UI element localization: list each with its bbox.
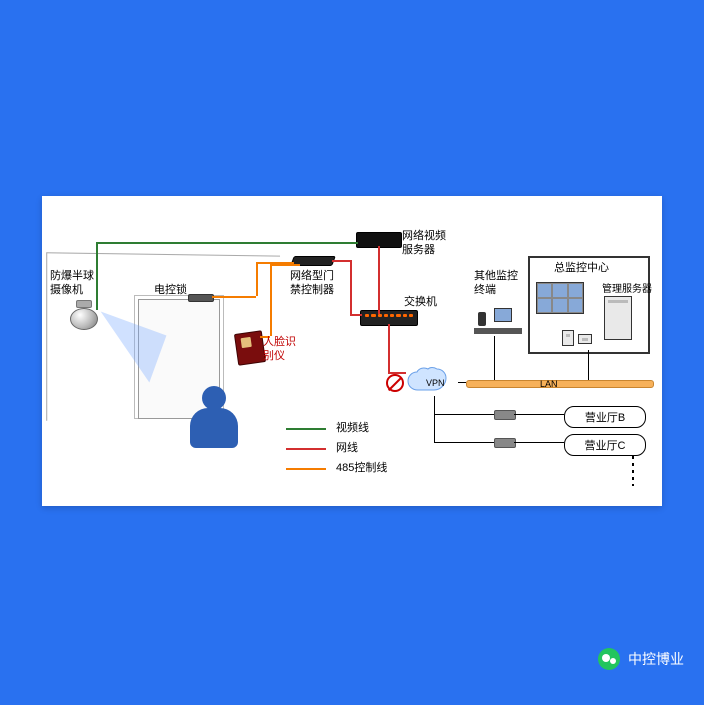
label-vpn: VPN [426, 378, 445, 389]
edge-switch-cloud-h1 [388, 372, 406, 374]
edge-gateway-lock-h2 [212, 296, 256, 298]
legend-line-2 [286, 468, 326, 470]
network-diagram: 营业厅B 营业厅C 防爆半球 摄像机电控锁 网络型门 禁控制器 网络视频 服务器交换机 其… [42, 196, 662, 506]
router-c-icon [494, 438, 516, 448]
edge-router_c-hall_c-h0 [514, 442, 564, 443]
label-terminal: 其他监控 终端 [474, 270, 518, 298]
management-server-icon [604, 296, 632, 340]
no-entry-icon [386, 374, 404, 392]
edge-router_b-hall_b-h0 [514, 414, 564, 415]
legend-label-1: 网线 [336, 442, 358, 456]
page-root: 营业厅B 营业厅C 防爆半球 摄像机电控锁 网络型门 禁控制器 网络视频 服务器交换机 其… [0, 0, 704, 705]
edge-lan_bar-terminal-v0 [494, 336, 495, 380]
camera-mount [76, 300, 92, 308]
lan-bus [466, 380, 654, 388]
continuation-dots [632, 456, 634, 486]
edge-cloud-router_b-v0 [434, 396, 435, 414]
footer-brand: 中控博业 [628, 649, 684, 669]
edge-gateway-switch-h2 [350, 314, 362, 316]
edge-camera-nvr-v0 [96, 242, 98, 310]
label-face: 人脸识 别仪 [263, 336, 296, 364]
label-camera: 防爆半球 摄像机 [50, 270, 94, 298]
server-small2-icon [578, 334, 592, 344]
diagram-card: 营业厅B 营业厅C 防爆半球 摄像机电控锁 网络型门 禁控制器 网络视频 服务器交换机 其… [42, 196, 662, 506]
person-icon [190, 386, 238, 450]
server-small-icon [562, 330, 574, 346]
video-wall-icon [536, 282, 584, 314]
edge-cloud-router_c-v0 [434, 414, 435, 442]
hall-b-box: 营业厅B [564, 406, 646, 428]
hall-c-box: 营业厅C [564, 434, 646, 456]
edge-camera-nvr-h1 [96, 242, 358, 244]
edge-gateway-lock-v1 [256, 262, 258, 296]
label-ctrl_center: 总监控中心 [554, 262, 609, 276]
legend-line-1 [286, 448, 326, 450]
edge-cloud-lan_bar-h0 [458, 382, 466, 383]
edge-gateway-switch-h0 [332, 260, 350, 262]
edge-switch-cloud-v0 [388, 324, 390, 372]
legend-label-2: 485控制线 [336, 462, 387, 476]
edge-gateway-face-v1 [270, 264, 272, 336]
wechat-icon [598, 648, 620, 670]
edge-cloud-router_b-h1 [434, 414, 494, 415]
footer: 中控博业 [0, 648, 704, 670]
edge-gateway-switch-v1 [350, 260, 352, 314]
edge-cloud-router_c-h1 [434, 442, 494, 443]
legend-label-0: 视频线 [336, 422, 369, 436]
legend-line-0 [286, 428, 326, 430]
label-lock: 电控锁 [154, 284, 187, 298]
label-switch: 交换机 [404, 296, 437, 310]
edge-lan_bar-ctrl_box-v0 [588, 350, 589, 380]
label-gateway: 网络型门 禁控制器 [290, 270, 334, 298]
label-lan: LAN [540, 379, 558, 390]
electric-lock-icon [188, 294, 214, 302]
monitor-terminal-icon [474, 302, 522, 334]
edge-gateway-face-h0 [270, 264, 300, 266]
label-mgmt_server: 管理服务器 [602, 284, 652, 297]
edge-nvr-switch-v0 [378, 246, 380, 314]
router-b-icon [494, 410, 516, 420]
label-nvr: 网络视频 服务器 [402, 230, 446, 258]
